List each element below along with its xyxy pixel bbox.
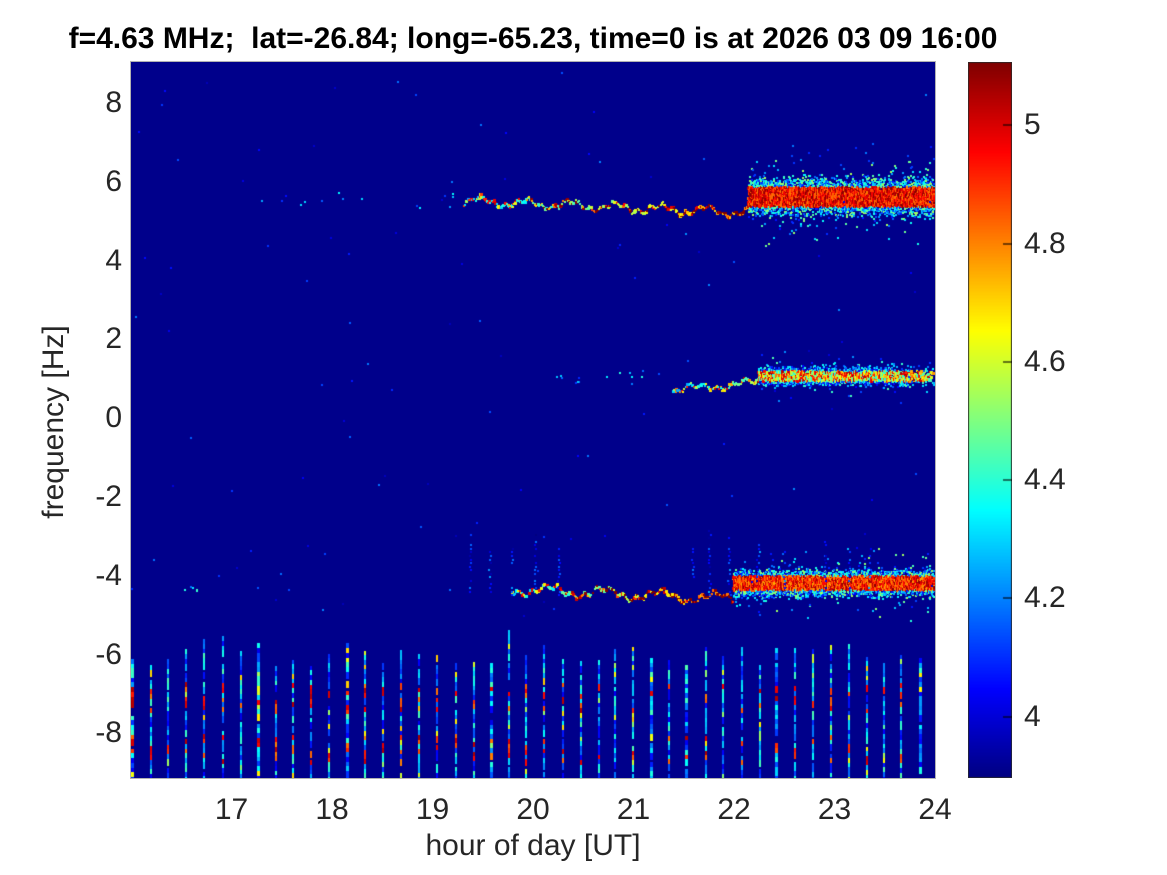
y-tick-label: 6	[105, 164, 122, 198]
x-tick-label: 20	[516, 793, 550, 826]
y-tick-label: 0	[105, 401, 122, 435]
colorbar-tick-label: 4	[1024, 699, 1041, 733]
chart-title: f=4.63 MHz; lat=-26.84; long=-65.23, tim…	[68, 22, 998, 55]
spectrogram-heatmap	[130, 61, 936, 779]
y-tick-label: -8	[95, 716, 122, 750]
x-tick-label: 21	[616, 793, 651, 826]
colorbar-tick-label: 4.8	[1024, 226, 1066, 260]
y-tick-label: -4	[95, 558, 122, 592]
colorbar-tick-label: 5	[1024, 108, 1041, 142]
y-tick-label: -6	[95, 637, 122, 671]
x-tick-label: 19	[415, 793, 450, 826]
colorbar-tick-label: 4.2	[1024, 581, 1066, 615]
y-axis-label: frequency [Hz]	[37, 325, 70, 519]
colorbar	[968, 62, 1012, 778]
x-tick-label: 23	[817, 793, 852, 826]
colorbar-tick-label: 4.4	[1024, 463, 1066, 496]
x-tick-label: 22	[717, 793, 751, 826]
colorbar-tick-label: 4.6	[1024, 344, 1066, 378]
y-tick-label: 4	[105, 243, 122, 277]
x-tick-label: 17	[214, 793, 249, 826]
y-tick-label: -2	[95, 480, 122, 514]
x-tick-label: 18	[315, 793, 349, 826]
y-tick-label: 2	[105, 322, 122, 356]
y-tick-label: 8	[105, 85, 122, 119]
x-axis-label: hour of day [UT]	[425, 829, 641, 862]
x-tick-label: 24	[918, 793, 952, 826]
